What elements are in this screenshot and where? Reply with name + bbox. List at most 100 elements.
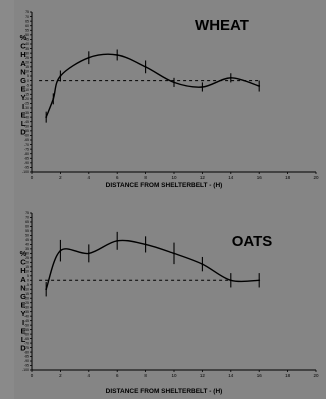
y-tick-label: 35: [25, 247, 29, 251]
y-tick-label: -35: [24, 111, 29, 115]
y-tick-label: 45: [25, 38, 29, 42]
y-axis-label-char: N: [20, 67, 25, 76]
data-point: [45, 288, 48, 291]
y-axis-label-char: A: [20, 59, 26, 68]
y-tick-label: 40: [25, 243, 29, 247]
y-tick-label: 35: [25, 47, 29, 51]
data-point: [229, 76, 232, 79]
y-axis-label-char: A: [20, 275, 26, 284]
y-axis-label-char: H: [20, 266, 25, 275]
y-tick-label: 25: [25, 56, 29, 60]
y-axis-label-char: %: [20, 33, 27, 42]
y-tick-label: -25: [24, 102, 29, 106]
y-tick-label: -75: [24, 147, 29, 151]
x-tick-label: 20: [313, 175, 319, 180]
y-tick-label: 55: [25, 28, 29, 32]
y-axis-label-char: D: [20, 344, 26, 353]
series-line-1: [45, 53, 260, 118]
y-tick-label: 45: [25, 238, 29, 242]
y-tick-label: 30: [25, 252, 29, 256]
y-tick-label: -40: [24, 115, 29, 119]
x-tick-label: 4: [88, 373, 91, 378]
x-tick-label: 16: [257, 175, 263, 180]
y-axis-label-char: I: [22, 318, 24, 327]
y-tick-label: 55: [25, 229, 29, 233]
chart-panel-2: 757065605550454035302520151050-5-10-15-2…: [20, 211, 319, 395]
series-line-1: [45, 239, 260, 290]
y-axis-label-char: L: [21, 119, 26, 128]
data-point: [116, 54, 119, 56]
y-tick-label: 25: [25, 256, 29, 260]
x-tick-label: 16: [257, 373, 263, 378]
y-tick-label: -60: [24, 134, 29, 138]
x-tick-label: 20: [313, 373, 319, 378]
chart-panel-1: 757065605550454035302520151050-5-10-15-2…: [20, 10, 319, 189]
y-axis-label-char: %: [20, 249, 27, 258]
y-tick-label: -100: [22, 170, 29, 174]
data-point: [173, 252, 175, 255]
x-tick-label: 14: [228, 373, 234, 378]
y-axis-label-char: H: [20, 50, 25, 59]
data-point: [201, 263, 204, 266]
data-point: [144, 65, 147, 68]
data-point: [144, 243, 147, 246]
data-point: [59, 75, 62, 77]
y-tick-label: -60: [24, 332, 29, 336]
data-point: [201, 86, 204, 88]
x-axis-label: DISTANCE FROM SHELTERBELT - (H): [106, 182, 223, 189]
y-tick-label: -100: [22, 368, 29, 372]
y-tick-label: 5: [27, 74, 29, 78]
y-tick-label: -30: [24, 106, 29, 110]
y-axis-label-char: E: [20, 110, 25, 119]
y-axis-label-char: C: [20, 258, 26, 267]
x-tick-label: 18: [285, 175, 291, 180]
y-tick-label: -30: [24, 305, 29, 309]
y-tick-label: -55: [24, 129, 29, 133]
y-tick-label: -15: [24, 92, 29, 96]
y-tick-label: 5: [27, 274, 29, 278]
y-tick-label: -75: [24, 346, 29, 350]
y-tick-label: 50: [25, 33, 29, 37]
y-tick-label: 10: [25, 70, 29, 74]
x-axis-label: DISTANCE FROM SHELTERBELT - (H): [106, 388, 223, 395]
data-point: [173, 81, 175, 84]
y-tick-label: -70: [24, 341, 29, 345]
y-tick-label: -45: [24, 120, 29, 124]
data-point: [59, 249, 62, 252]
y-tick-label: -35: [24, 310, 29, 314]
y-tick-label: -95: [24, 166, 29, 170]
x-tick-label: 14: [228, 175, 234, 180]
y-tick-label: 0: [27, 79, 29, 83]
x-tick-label: 0: [31, 373, 34, 378]
y-axis-label-char: E: [20, 301, 25, 310]
y-axis-label-char: G: [20, 292, 26, 301]
y-tick-label: 60: [25, 225, 29, 229]
y-tick-label: -40: [24, 314, 29, 318]
x-tick-label: 8: [144, 175, 147, 180]
data-point: [52, 97, 55, 100]
y-tick-label: -80: [24, 350, 29, 354]
y-tick-label: 15: [25, 65, 29, 69]
y-tick-label: -65: [24, 337, 29, 341]
y-tick-label: 40: [25, 42, 29, 46]
y-tick-label: 20: [25, 60, 29, 64]
y-tick-label: -45: [24, 319, 29, 323]
y-axis-label-char: E: [20, 326, 25, 335]
x-tick-label: 4: [88, 175, 91, 180]
y-tick-label: -10: [24, 287, 29, 291]
y-tick-label: 30: [25, 51, 29, 55]
y-tick-label: -65: [24, 138, 29, 142]
y-axis-label: % C H A N G E Y I E L D: [20, 33, 27, 137]
x-tick-label: 12: [200, 175, 206, 180]
y-tick-label: -10: [24, 88, 29, 92]
data-point: [258, 85, 261, 87]
y-axis-label-char: C: [20, 42, 26, 51]
y-axis-label-char: G: [20, 76, 26, 85]
x-tick-label: 0: [31, 175, 34, 180]
data-point: [87, 252, 90, 255]
x-tick-label: 12: [200, 373, 206, 378]
y-tick-label: 50: [25, 234, 29, 238]
y-tick-label: -50: [24, 323, 29, 327]
